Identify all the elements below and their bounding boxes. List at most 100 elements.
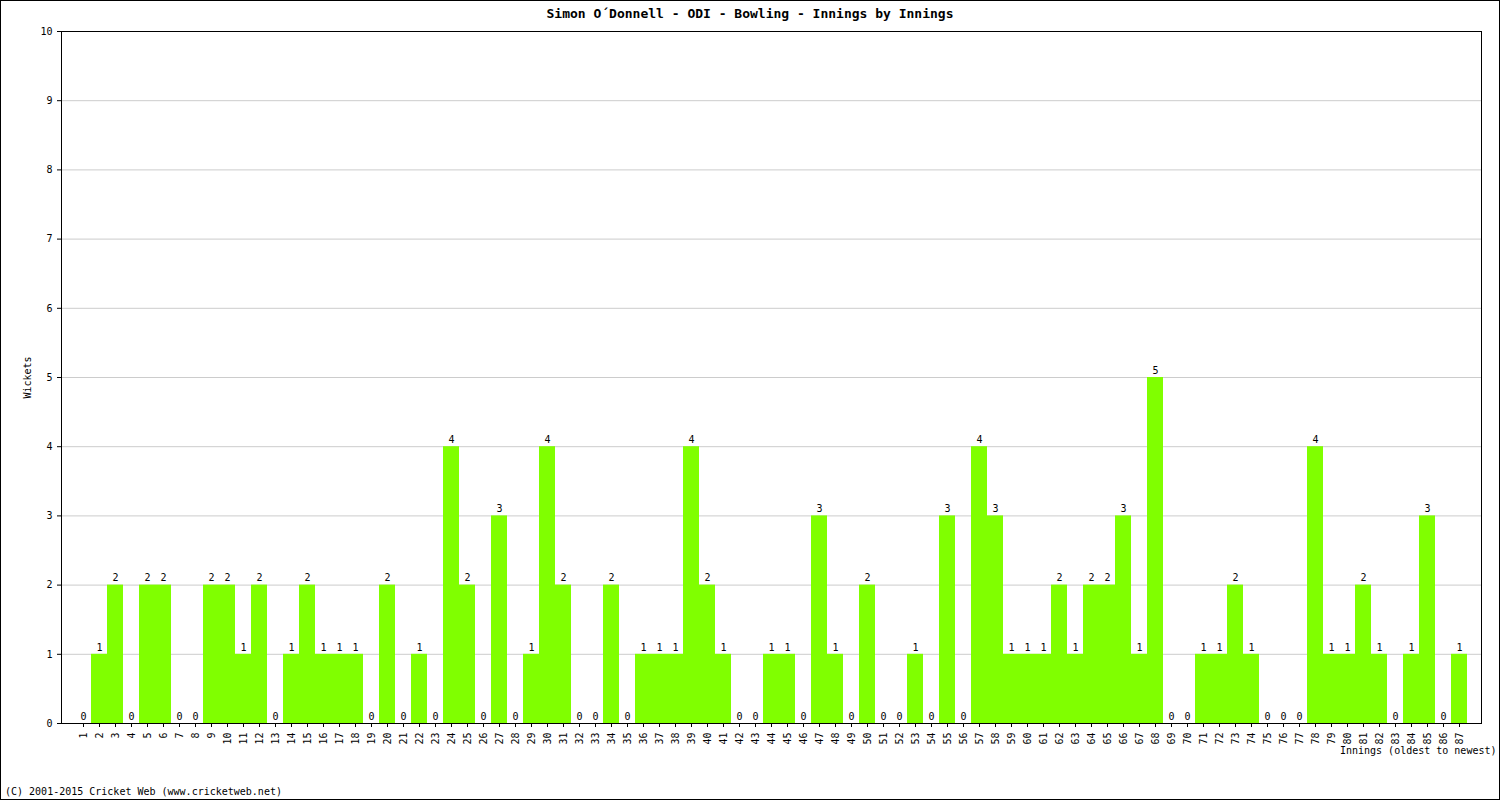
svg-text:4: 4 — [448, 434, 454, 445]
svg-text:2: 2 — [864, 572, 870, 583]
svg-text:1: 1 — [656, 642, 662, 653]
svg-text:0: 0 — [880, 711, 886, 722]
svg-text:14: 14 — [286, 733, 297, 745]
svg-text:0: 0 — [272, 711, 278, 722]
svg-text:2: 2 — [1360, 572, 1366, 583]
svg-text:0: 0 — [192, 711, 198, 722]
svg-text:0: 0 — [1280, 711, 1286, 722]
svg-text:51: 51 — [878, 733, 889, 745]
svg-text:2: 2 — [384, 572, 390, 583]
svg-text:6: 6 — [158, 733, 169, 739]
svg-text:1: 1 — [1456, 642, 1462, 653]
svg-text:1: 1 — [528, 642, 534, 653]
svg-text:1: 1 — [832, 642, 838, 653]
svg-text:2: 2 — [112, 572, 118, 583]
svg-text:1: 1 — [1040, 642, 1046, 653]
svg-text:4: 4 — [976, 434, 982, 445]
svg-text:62: 62 — [1054, 733, 1065, 745]
svg-text:0: 0 — [480, 711, 486, 722]
svg-text:46: 46 — [798, 733, 809, 745]
svg-text:5: 5 — [142, 733, 153, 739]
svg-text:1: 1 — [912, 642, 918, 653]
svg-text:60: 60 — [1022, 733, 1033, 745]
svg-text:Innings (oldest to newest): Innings (oldest to newest) — [1340, 745, 1497, 756]
svg-text:Wickets: Wickets — [22, 356, 33, 398]
svg-text:0: 0 — [736, 711, 742, 722]
svg-text:68: 68 — [1150, 733, 1161, 745]
svg-text:1: 1 — [1328, 642, 1334, 653]
svg-text:3: 3 — [1120, 503, 1126, 514]
svg-text:3: 3 — [1424, 503, 1430, 514]
svg-text:5: 5 — [46, 372, 52, 383]
svg-text:2: 2 — [1088, 572, 1094, 583]
svg-text:25: 25 — [462, 733, 473, 745]
svg-text:0: 0 — [960, 711, 966, 722]
svg-text:16: 16 — [318, 733, 329, 745]
svg-text:44: 44 — [766, 733, 777, 745]
svg-text:7: 7 — [46, 233, 52, 244]
svg-text:1: 1 — [288, 642, 294, 653]
svg-text:52: 52 — [894, 733, 905, 745]
svg-text:0: 0 — [46, 718, 52, 729]
svg-text:1: 1 — [320, 642, 326, 653]
svg-text:70: 70 — [1182, 733, 1193, 745]
svg-text:2: 2 — [1056, 572, 1062, 583]
svg-text:1: 1 — [240, 642, 246, 653]
svg-text:54: 54 — [926, 733, 937, 745]
svg-text:1: 1 — [640, 642, 646, 653]
svg-text:11: 11 — [238, 733, 249, 745]
svg-text:27: 27 — [494, 733, 505, 745]
svg-text:26: 26 — [478, 733, 489, 745]
svg-text:10: 10 — [40, 26, 52, 37]
svg-text:1: 1 — [1008, 642, 1014, 653]
svg-text:12: 12 — [254, 733, 265, 745]
svg-text:77: 77 — [1294, 733, 1305, 745]
svg-text:82: 82 — [1374, 733, 1385, 745]
svg-text:48: 48 — [830, 733, 841, 745]
svg-text:35: 35 — [622, 733, 633, 745]
svg-text:1: 1 — [1344, 642, 1350, 653]
svg-text:0: 0 — [176, 711, 182, 722]
svg-text:8: 8 — [190, 733, 201, 739]
svg-text:72: 72 — [1214, 733, 1225, 745]
svg-text:2: 2 — [1232, 572, 1238, 583]
svg-text:63: 63 — [1070, 733, 1081, 745]
svg-text:6: 6 — [46, 303, 52, 314]
svg-text:1: 1 — [1216, 642, 1222, 653]
svg-text:57: 57 — [974, 733, 985, 745]
svg-text:9: 9 — [46, 95, 52, 106]
svg-text:3: 3 — [816, 503, 822, 514]
svg-text:0: 0 — [848, 711, 854, 722]
svg-text:0: 0 — [512, 711, 518, 722]
svg-text:3: 3 — [110, 733, 121, 739]
svg-text:0: 0 — [1168, 711, 1174, 722]
svg-text:53: 53 — [910, 733, 921, 745]
svg-text:19: 19 — [366, 733, 377, 745]
svg-text:5: 5 — [1152, 365, 1158, 376]
svg-text:79: 79 — [1326, 733, 1337, 745]
svg-text:0: 0 — [592, 711, 598, 722]
svg-text:64: 64 — [1086, 733, 1097, 745]
svg-text:86: 86 — [1438, 733, 1449, 745]
svg-text:83: 83 — [1390, 733, 1401, 745]
svg-text:23: 23 — [430, 733, 441, 745]
svg-text:1: 1 — [768, 642, 774, 653]
svg-text:58: 58 — [990, 733, 1001, 745]
svg-text:1: 1 — [1248, 642, 1254, 653]
svg-text:0: 0 — [80, 711, 86, 722]
svg-text:1: 1 — [336, 642, 342, 653]
svg-text:1: 1 — [416, 642, 422, 653]
svg-text:34: 34 — [606, 733, 617, 745]
svg-text:74: 74 — [1246, 733, 1257, 745]
svg-text:4: 4 — [1312, 434, 1318, 445]
svg-text:0: 0 — [368, 711, 374, 722]
svg-text:47: 47 — [814, 733, 825, 745]
svg-text:4: 4 — [46, 441, 52, 452]
svg-text:28: 28 — [510, 733, 521, 745]
svg-text:2: 2 — [1104, 572, 1110, 583]
svg-text:4: 4 — [544, 434, 550, 445]
svg-text:43: 43 — [750, 733, 761, 745]
svg-text:2: 2 — [144, 572, 150, 583]
svg-text:0: 0 — [576, 711, 582, 722]
svg-text:10: 10 — [222, 733, 233, 745]
